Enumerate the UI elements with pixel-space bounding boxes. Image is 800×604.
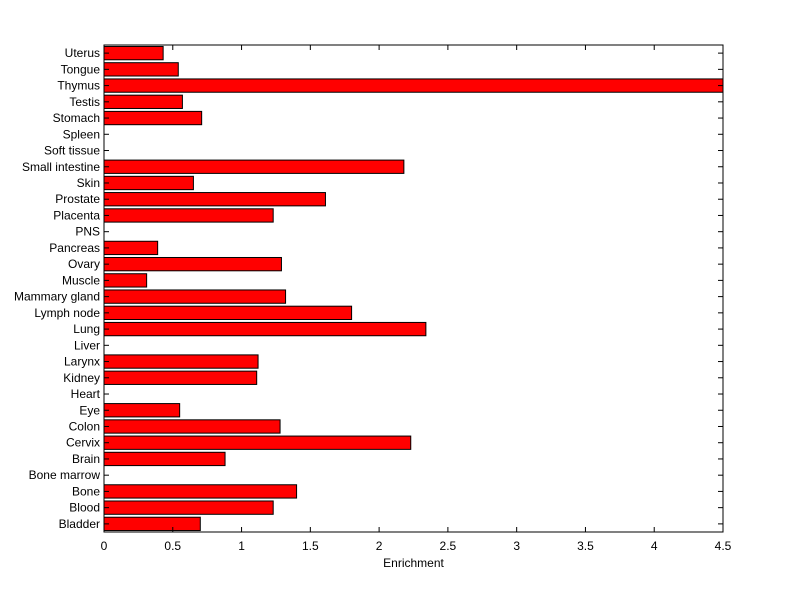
bar-uterus [103, 45, 164, 61]
bar-cervix [103, 435, 412, 450]
y-tick-label: Tongue [61, 62, 101, 76]
y-tick-label: Larynx [64, 355, 100, 369]
y-tick-label: Stomach [53, 111, 100, 125]
x-tick-label: 2 [376, 539, 383, 553]
y-tick-label: Cervix [66, 436, 100, 450]
bar-pancreas [103, 240, 159, 256]
bar-brain [103, 451, 226, 467]
x-tick-label: 4 [651, 539, 658, 553]
y-tick-label: Placenta [53, 208, 100, 222]
bars-layer [103, 45, 724, 532]
x-tick-label: 3.5 [577, 539, 594, 553]
y-tick-label: Thymus [57, 79, 100, 93]
y-tick-label: Eye [79, 403, 100, 417]
bar-eye [103, 403, 181, 418]
bar-thymus [103, 78, 724, 93]
y-tick-label: Mammary gland [14, 290, 100, 304]
bar-larynx [103, 354, 259, 369]
bar-bladder [103, 516, 201, 532]
y-tick-label: Heart [71, 387, 101, 401]
y-tick-label: Prostate [55, 192, 100, 206]
x-tick-label: 1.5 [302, 539, 319, 553]
labels-layer: Bladder Blood Bone Bone marrow Brain Cervix Co… [14, 46, 732, 553]
y-tick-label: Spleen [63, 127, 100, 141]
bar-placenta [103, 208, 274, 223]
y-tick-label: Muscle [62, 273, 100, 287]
bar-muscle [103, 273, 148, 288]
bar-small-intestine [103, 159, 405, 174]
y-tick-label: Bone marrow [29, 468, 101, 482]
bar-ovary [103, 256, 282, 272]
y-tick-label: Colon [69, 419, 100, 433]
bar-mammary-gland [103, 289, 287, 304]
y-tick-label: PNS [75, 225, 100, 239]
y-tick-label: Skin [77, 176, 100, 190]
y-tick-label: Uterus [65, 46, 100, 60]
y-tick-label: Blood [69, 501, 100, 515]
plot-frame [103, 44, 724, 533]
bar-lung [103, 321, 427, 337]
axes-layer [103, 44, 724, 533]
y-tick-label: Kidney [63, 371, 100, 385]
bar-lymph-node [103, 305, 353, 321]
bar-prostate [103, 192, 326, 207]
x-tick-label: 0 [101, 539, 108, 553]
bar-testis [103, 94, 183, 109]
x-axis-label: Enrichment [383, 556, 444, 570]
y-tick-label: Small intestine [22, 160, 100, 174]
bar-colon [103, 419, 281, 434]
y-tick-label: Bone [72, 484, 100, 498]
y-tick-label: Lymph node [34, 306, 100, 320]
bar-tongue [103, 62, 179, 77]
x-tick-label: 1 [238, 539, 245, 553]
bar-bone [103, 484, 298, 499]
bar-kidney [103, 370, 258, 385]
y-tick-label: Liver [74, 338, 100, 352]
y-tick-label: Soft tissue [44, 144, 100, 158]
y-tick-label: Ovary [68, 257, 100, 271]
x-tick-label: 4.5 [715, 539, 732, 553]
x-tick-label: 0.5 [164, 539, 181, 553]
x-tick-label: 2.5 [440, 539, 457, 553]
bar-stomach [103, 110, 203, 126]
y-tick-label: Pancreas [49, 241, 100, 255]
y-tick-label: Testis [69, 95, 100, 109]
y-tick-label: Brain [72, 452, 100, 466]
bar-skin [103, 175, 194, 191]
bar-blood [103, 500, 274, 515]
y-tick-label: Bladder [59, 517, 100, 531]
x-tick-label: 3 [513, 539, 520, 553]
y-tick-label: Lung [73, 322, 100, 336]
